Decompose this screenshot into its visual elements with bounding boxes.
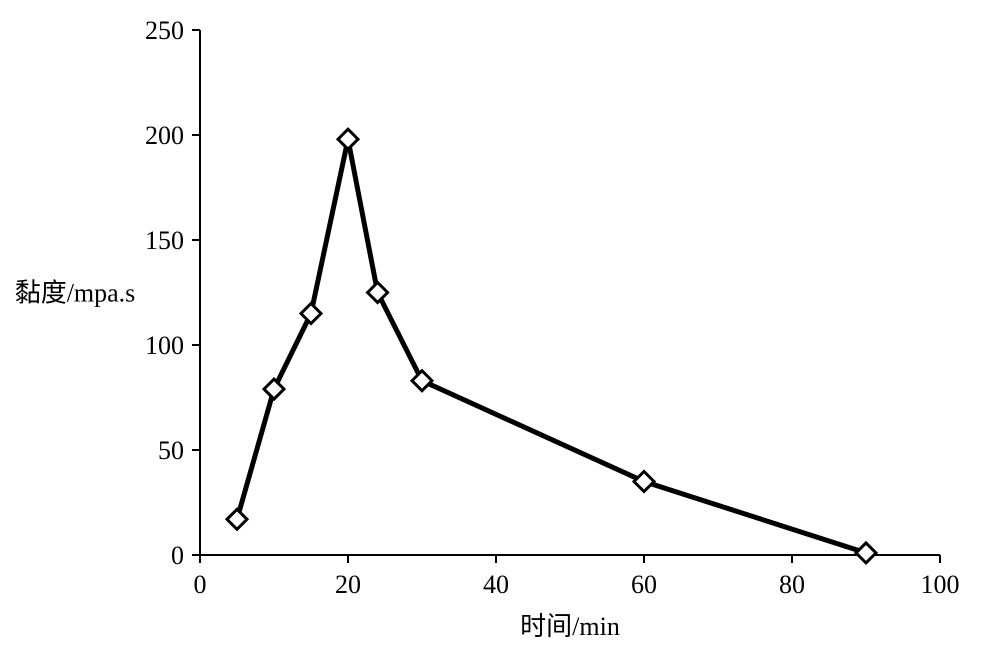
y-tick-label: 150: [145, 226, 184, 255]
y-tick-label: 50: [158, 436, 184, 465]
y-tick-label: 100: [145, 331, 184, 360]
y-tick-label: 0: [171, 541, 184, 570]
x-tick-label: 80: [779, 570, 805, 599]
x-tick-label: 0: [194, 570, 207, 599]
x-tick-label: 20: [335, 570, 361, 599]
x-axis-label: 时间/min: [520, 612, 620, 641]
x-tick-label: 40: [483, 570, 509, 599]
y-tick-label: 200: [145, 121, 184, 150]
viscosity-time-chart: 0 20 40 60 80 100 0 50 100 150 200 250 时间/min 黏度/mpa.…: [0, 0, 1000, 652]
x-tick-label: 60: [631, 570, 657, 599]
y-axis-label: 黏度/mpa.s: [15, 279, 136, 308]
y-tick-label: 250: [145, 16, 184, 45]
x-tick-label: 100: [921, 570, 960, 599]
